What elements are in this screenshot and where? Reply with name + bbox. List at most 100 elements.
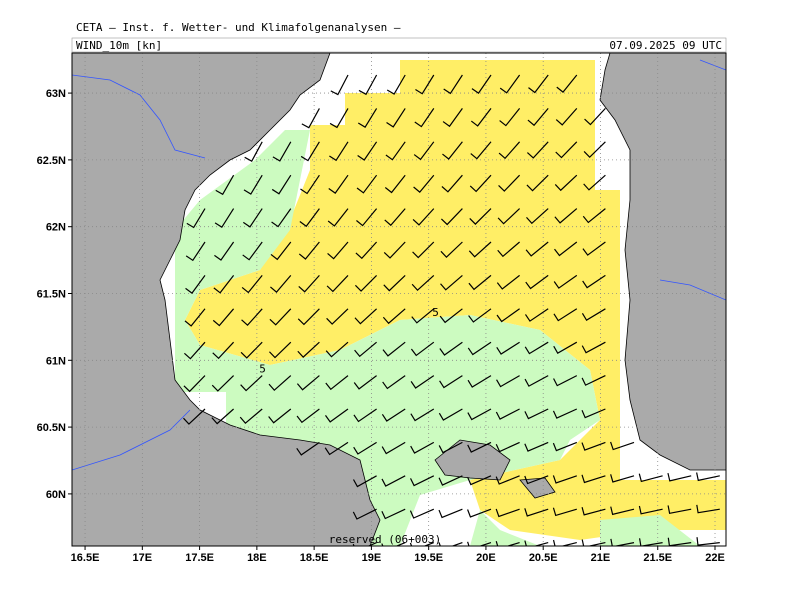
wind-barb (324, 408, 349, 423)
wind-barb (552, 408, 578, 419)
y-tick-label: 60N (46, 489, 66, 501)
wind-barb (524, 308, 549, 322)
wind-barb (441, 174, 463, 193)
wind-barb (271, 208, 292, 228)
wind-barb (211, 408, 234, 425)
valid-time: 07.09.2025 09 UTC (609, 39, 722, 52)
wind-barb (469, 174, 492, 193)
x-tick-label: 18E (247, 552, 267, 564)
wind-barb (214, 208, 235, 229)
wind-barb (327, 208, 349, 227)
wind-barb (329, 141, 349, 162)
wind-barb (438, 441, 463, 454)
wind-barb (696, 504, 720, 514)
wind-barb (386, 108, 406, 128)
wind-barb (243, 174, 263, 195)
wind-barb (526, 208, 549, 225)
wind-barb (581, 408, 606, 419)
aland-islands (434, 439, 556, 499)
x-tick-label: 20.5E (529, 552, 558, 564)
wind-barb (410, 341, 435, 357)
wind-barb (325, 341, 349, 358)
wind-zone-high (185, 60, 726, 540)
wind-barb (552, 539, 577, 546)
wind-barb (240, 341, 263, 359)
wind-barb (381, 475, 406, 487)
land-finland (599, 53, 726, 471)
wind-barb (354, 308, 378, 325)
wind-barb (297, 341, 320, 358)
wind-barb (270, 275, 292, 293)
wind-barb (496, 341, 520, 355)
wind-zone-low-east (600, 515, 700, 546)
wind-barb (384, 174, 406, 194)
wind-barb (240, 375, 263, 392)
x-tick-label: 19E (362, 552, 382, 564)
wind-barb (244, 141, 263, 162)
wind-barb (440, 241, 463, 258)
x-tick-label: 22E (705, 552, 725, 564)
wind-barb (327, 241, 349, 260)
wind-barb (553, 341, 578, 354)
wind-barb (381, 408, 406, 422)
wind-barb (356, 208, 378, 227)
wind-barb (554, 241, 578, 257)
contour-label: 5 (432, 306, 439, 319)
wind-barb (270, 241, 292, 261)
wind-barb (301, 108, 320, 129)
wind-barb (696, 537, 720, 546)
y-tick-label: 62.5N (37, 155, 66, 167)
map-area (72, 53, 726, 546)
wind-barb (467, 341, 492, 356)
wind-barb (438, 542, 463, 546)
wind-barb (584, 107, 606, 126)
wind-barb (411, 308, 435, 324)
wind-barb (638, 505, 663, 515)
wind-barb (352, 475, 377, 488)
wind-barb (183, 408, 206, 425)
wind-barb (268, 375, 292, 391)
wind-barb (185, 275, 206, 294)
wind-barb (610, 441, 635, 451)
wind-barb (386, 74, 406, 95)
wind-barb (581, 375, 606, 386)
wind-barb (467, 541, 492, 546)
wind-barb (527, 108, 549, 127)
land-sweden (72, 53, 381, 546)
wind-barb (354, 341, 377, 358)
wind-barb (355, 241, 378, 260)
wind-barb (553, 375, 578, 387)
wind-barb (269, 341, 292, 359)
wind-barb (415, 74, 435, 95)
wind-barb (383, 274, 406, 292)
wind-barb (495, 408, 520, 420)
wind-barb (556, 74, 578, 93)
wind-barb (497, 241, 520, 258)
wind-barb (443, 74, 463, 95)
wind-barb (412, 241, 435, 259)
wind-barb (524, 475, 549, 485)
wind-barb (581, 341, 606, 354)
wind-barb (499, 74, 521, 94)
wind-barb (358, 74, 378, 96)
wind-barb (440, 208, 463, 226)
wind-barb (241, 308, 263, 327)
footer-note: reserved (06+003) (329, 533, 442, 546)
wind-barb (524, 508, 549, 517)
contour-label: 5 (259, 362, 266, 375)
wind-barb (667, 505, 692, 514)
wind-barb (526, 174, 549, 192)
wind-barb (412, 208, 435, 226)
wind-barb (524, 540, 549, 546)
wind-barb (212, 308, 235, 327)
wind-barb (381, 441, 406, 455)
x-tick-label: 21E (591, 552, 611, 564)
wind-barb (298, 274, 320, 293)
wind-barb (329, 108, 349, 129)
wind-barb (328, 174, 349, 194)
wind-barb (667, 472, 692, 482)
x-tick-label: 21.5E (643, 552, 672, 564)
wind-barb (242, 208, 263, 228)
wind-barb (330, 74, 349, 96)
wind-barb (357, 141, 378, 161)
